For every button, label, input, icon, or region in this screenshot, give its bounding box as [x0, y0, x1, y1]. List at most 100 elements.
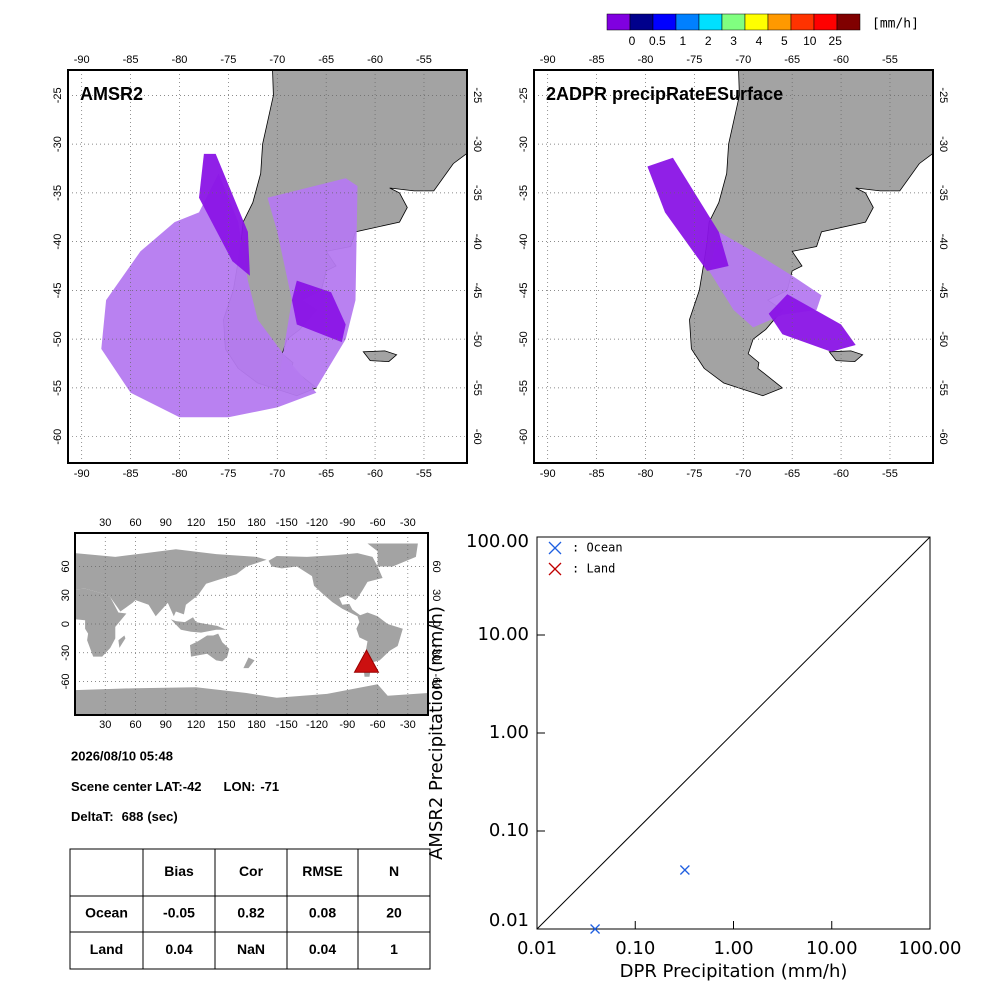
land	[75, 588, 127, 657]
delta-unit: (sec)	[147, 809, 177, 824]
marker-stroke	[548, 562, 562, 576]
lon-label: 120	[187, 719, 205, 731]
y-tick-label: 100.00	[466, 531, 529, 552]
colorbar-label: 5	[781, 34, 788, 48]
table-cell: -0.05	[163, 905, 195, 921]
colorbar-label: 1	[679, 34, 686, 48]
lat-label: -35	[518, 185, 530, 201]
x-tick-label: 10.00	[806, 938, 858, 959]
lat-label: -25	[52, 87, 64, 103]
lon-label: -90	[74, 468, 90, 480]
map-panel: -90 -90 -85 -85 -80 -80 -75 -75 -70 -70 -65 -65 -60 -…	[52, 54, 483, 480]
lon-label: 150	[217, 719, 235, 731]
map-body	[68, 70, 467, 463]
lon-label: -55	[882, 468, 898, 480]
map-panel: -90 -90 -85 -85 -80 -80 -75 -75 -70 -70 -65 -65 -60 -…	[518, 54, 949, 480]
colorbar-swatch	[744, 13, 769, 31]
lat-label: -55	[471, 380, 483, 396]
lat-label: -40	[471, 234, 483, 250]
lon-label: -60	[370, 517, 386, 529]
lat-label: -25	[471, 87, 483, 103]
table-cell: 0.04	[165, 941, 192, 957]
land	[243, 657, 255, 669]
lon-label: -85	[589, 54, 605, 66]
map-frame	[67, 69, 468, 464]
lat-label: 60	[430, 560, 442, 572]
lat-label: -35	[52, 185, 64, 201]
map-body	[534, 70, 933, 463]
lat-label: -30	[518, 136, 530, 152]
map-frame	[74, 532, 429, 716]
legend-label: : Land	[572, 562, 615, 576]
y-tick-label: 0.01	[489, 910, 529, 931]
lon-label: 180	[247, 517, 265, 529]
y-tick-label: 0.10	[489, 820, 529, 841]
precip-area	[647, 157, 729, 271]
lat-label: -60	[60, 674, 72, 690]
lat-label: -40	[518, 234, 530, 250]
lat-label: -55	[52, 380, 64, 396]
lat-label: -60	[52, 429, 64, 445]
colorbar-swatch	[629, 13, 654, 31]
colorbar-unit: [mm/h]	[872, 17, 919, 32]
lon-label: -65	[318, 54, 334, 66]
lat-label: -30	[60, 645, 72, 661]
colorbar-swatch	[836, 13, 861, 31]
marker-stroke	[679, 865, 690, 875]
lat-label: -40	[937, 234, 949, 250]
table-cell: NaN	[237, 941, 265, 957]
colorbar-label: 0	[629, 34, 636, 48]
lon-label: -70	[735, 54, 751, 66]
lon-label: -30	[400, 517, 416, 529]
land	[75, 549, 267, 617]
lon-label: 90	[160, 517, 172, 529]
lon-label: -75	[220, 54, 236, 66]
table-cell: 20	[386, 905, 402, 921]
lat-label: -50	[937, 331, 949, 347]
colorbar-label: 2	[705, 34, 712, 48]
plot-frame	[536, 536, 931, 930]
lon-label: -60	[367, 54, 383, 66]
lat-label: -60	[518, 429, 530, 445]
land	[268, 553, 383, 617]
lat-label: -45	[518, 282, 530, 298]
lat-label: -60	[430, 674, 442, 690]
lon-label: -90	[339, 719, 355, 731]
data-point	[679, 865, 690, 875]
lon-label: 60	[129, 719, 141, 731]
colorbar-swatch	[813, 13, 838, 31]
lon-label: -60	[370, 719, 386, 731]
lat-label: -30	[52, 136, 64, 152]
map-frame	[533, 69, 934, 464]
lat-label: -45	[937, 282, 949, 298]
y-tick-label: 10.00	[477, 624, 529, 645]
lon-label: 90	[160, 719, 172, 731]
table-cell: Land	[90, 941, 123, 957]
lat-label: -55	[937, 380, 949, 396]
map-title: AMSR2	[80, 84, 143, 104]
x-tick-label: 0.01	[517, 938, 557, 959]
legend-label: : Ocean	[572, 541, 623, 555]
scene-marker	[353, 649, 380, 673]
lon-label: -80	[638, 468, 654, 480]
lon-label: -30	[400, 719, 416, 731]
table-header: Cor	[239, 863, 264, 879]
land	[362, 350, 398, 363]
lat-label: -50	[471, 331, 483, 347]
lon-label: -85	[589, 468, 605, 480]
precip-area	[768, 294, 856, 352]
lat-label: -45	[471, 282, 483, 298]
lon-label: 30	[99, 517, 111, 529]
precip-area	[101, 173, 317, 418]
lon-label: 30	[99, 719, 111, 731]
lat-label: 30	[60, 589, 72, 601]
scene-lon: -71	[260, 779, 279, 794]
lat-label: -30	[471, 136, 483, 152]
x-tick-label: 0.10	[615, 938, 655, 959]
colorbar-label: 25	[829, 34, 843, 48]
lon-label: -90	[540, 468, 556, 480]
colorbar-swatch	[675, 13, 700, 31]
lon-label: -55	[416, 468, 432, 480]
lon-label: -55	[416, 54, 432, 66]
